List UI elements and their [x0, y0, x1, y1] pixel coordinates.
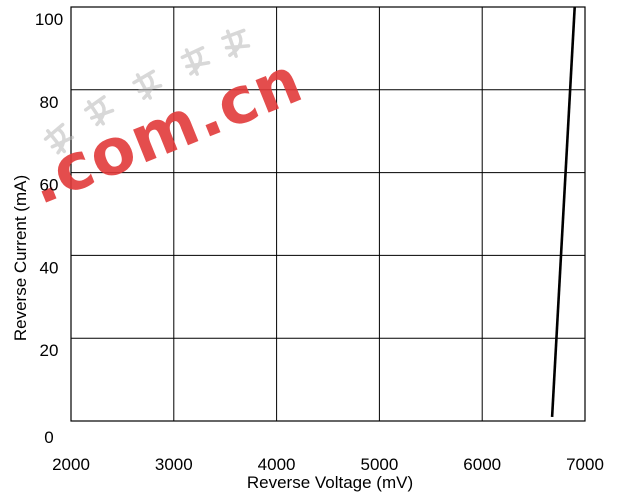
y-tick-label: 0 — [44, 428, 53, 447]
x-axis-title: Reverse Voltage (mV) — [247, 473, 413, 492]
plot-frame — [70, 6, 586, 422]
y-tick-label: 80 — [40, 93, 59, 112]
y-tick-label: 60 — [40, 176, 59, 195]
y-tick-label: 40 — [40, 258, 59, 277]
series-line — [550, 6, 576, 417]
watermark-glyph-stroke — [43, 122, 75, 155]
y-axis-title: Reverse Current (mA) — [11, 175, 30, 341]
watermark-glyph-stroke — [132, 69, 163, 100]
watermark-glyph — [180, 46, 211, 76]
x-tick-label: 7000 — [566, 455, 604, 474]
x-tick-label: 2000 — [52, 455, 90, 474]
watermark: .com.cn — [18, 28, 313, 220]
tick-labels: 2000 3000 4000 5000 6000 7000 0 20 40 60 80 100 — [35, 10, 604, 474]
watermark-glyph — [83, 95, 115, 127]
watermark-glyph-stroke — [83, 95, 115, 127]
x-tick-label: 3000 — [155, 455, 193, 474]
x-tick-label: 5000 — [360, 455, 398, 474]
watermark-glyph-stroke — [221, 28, 251, 58]
series-layer — [550, 6, 576, 417]
watermark-glyph — [221, 28, 251, 58]
watermark-glyph-stroke — [180, 46, 211, 76]
y-tick-label: 20 — [40, 341, 59, 360]
watermark-glyph — [43, 122, 75, 155]
watermark-glyph — [132, 69, 163, 100]
grid-layer — [70, 6, 586, 422]
x-tick-label: 6000 — [463, 455, 501, 474]
y-tick-label: 100 — [35, 10, 63, 29]
x-tick-label: 4000 — [258, 455, 296, 474]
